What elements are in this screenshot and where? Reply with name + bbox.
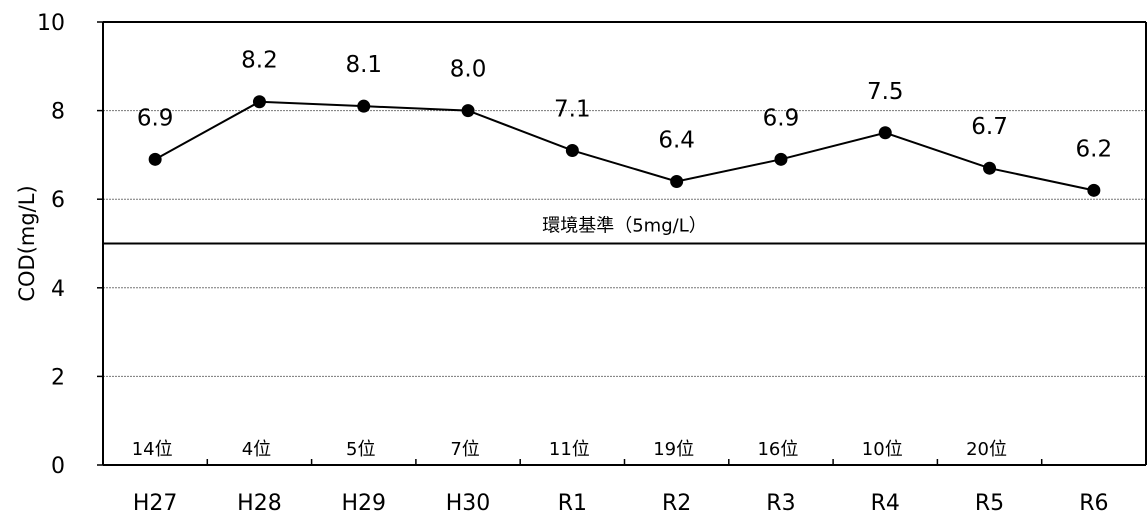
x-tick-label-R6: R6 <box>1079 491 1108 516</box>
data-point-R2 <box>670 174 684 188</box>
data-point-R1 <box>565 143 579 157</box>
rank-labels: 14位 4位 5位 7位 11位 19位 16位 10位 20位 <box>132 439 1007 460</box>
series-line <box>154 100 1095 192</box>
data-label-H27: 6.9 <box>137 105 174 131</box>
data-label-R3: 6.9 <box>763 105 800 131</box>
data-label-R1: 7.1 <box>554 96 591 122</box>
rank-label-R3: 16位 <box>757 439 798 460</box>
x-tick-labels: H27 H28 H29 H30 R1 R2 R3 R4 R5 R6 <box>133 491 1109 516</box>
rank-label-H27: 14位 <box>132 439 173 460</box>
y-tick-label-8: 8 <box>51 100 65 125</box>
x-tick-label-R1: R1 <box>558 491 587 516</box>
x-tick-label-H30: H30 <box>446 491 491 516</box>
x-tick-label-R4: R4 <box>871 491 900 516</box>
data-point-R3 <box>774 152 788 166</box>
data-point-H27 <box>148 152 162 166</box>
rank-label-H29: 5位 <box>346 439 375 460</box>
x-tick-label-R5: R5 <box>975 491 1004 516</box>
data-point-H28 <box>252 95 266 109</box>
x-tick-label-R2: R2 <box>662 491 691 516</box>
y-axis-label: COD(mg/L) <box>15 185 39 301</box>
rank-label-H28: 4位 <box>242 439 271 460</box>
reference-line-label: 環境基準（5mg/L） <box>542 216 707 237</box>
x-tick-label-R3: R3 <box>766 491 795 516</box>
y-tick-label-0: 0 <box>51 454 65 479</box>
data-label-H29: 8.1 <box>345 52 382 78</box>
y-tick-label-10: 10 <box>37 11 65 36</box>
data-label-R5: 6.7 <box>971 114 1008 140</box>
rank-label-R2: 19位 <box>653 439 694 460</box>
y-tick-label-4: 4 <box>51 277 65 302</box>
rank-label-R5: 20位 <box>966 439 1007 460</box>
y-tick-label-6: 6 <box>51 188 65 213</box>
y-tick-labels: 0 2 4 6 8 10 <box>37 11 65 479</box>
x-tick-label-H29: H29 <box>341 491 386 516</box>
data-point-R6 <box>1087 183 1101 197</box>
data-point-R5 <box>983 161 997 175</box>
data-point-R4 <box>878 126 892 140</box>
y-tick-label-2: 2 <box>51 365 65 390</box>
series-line-group <box>154 100 1095 192</box>
data-point-H30 <box>461 104 475 118</box>
rank-label-R4: 10位 <box>862 439 903 460</box>
data-point-H29 <box>357 99 371 113</box>
x-tick-label-H27: H27 <box>133 491 178 516</box>
data-labels: 6.9 8.2 8.1 8.0 7.1 6.4 6.9 7.5 6.7 6.2 <box>137 48 1112 163</box>
data-label-H30: 8.0 <box>450 57 487 83</box>
data-label-R4: 7.5 <box>867 79 904 105</box>
rank-label-H30: 7位 <box>450 439 479 460</box>
axes <box>97 21 1147 466</box>
data-label-R6: 6.2 <box>1076 136 1113 162</box>
data-label-H28: 8.2 <box>241 48 278 74</box>
rank-label-R1: 11位 <box>549 439 590 460</box>
data-label-R2: 6.4 <box>658 127 695 153</box>
x-tick-label-H28: H28 <box>237 491 282 516</box>
data-points <box>148 95 1101 197</box>
